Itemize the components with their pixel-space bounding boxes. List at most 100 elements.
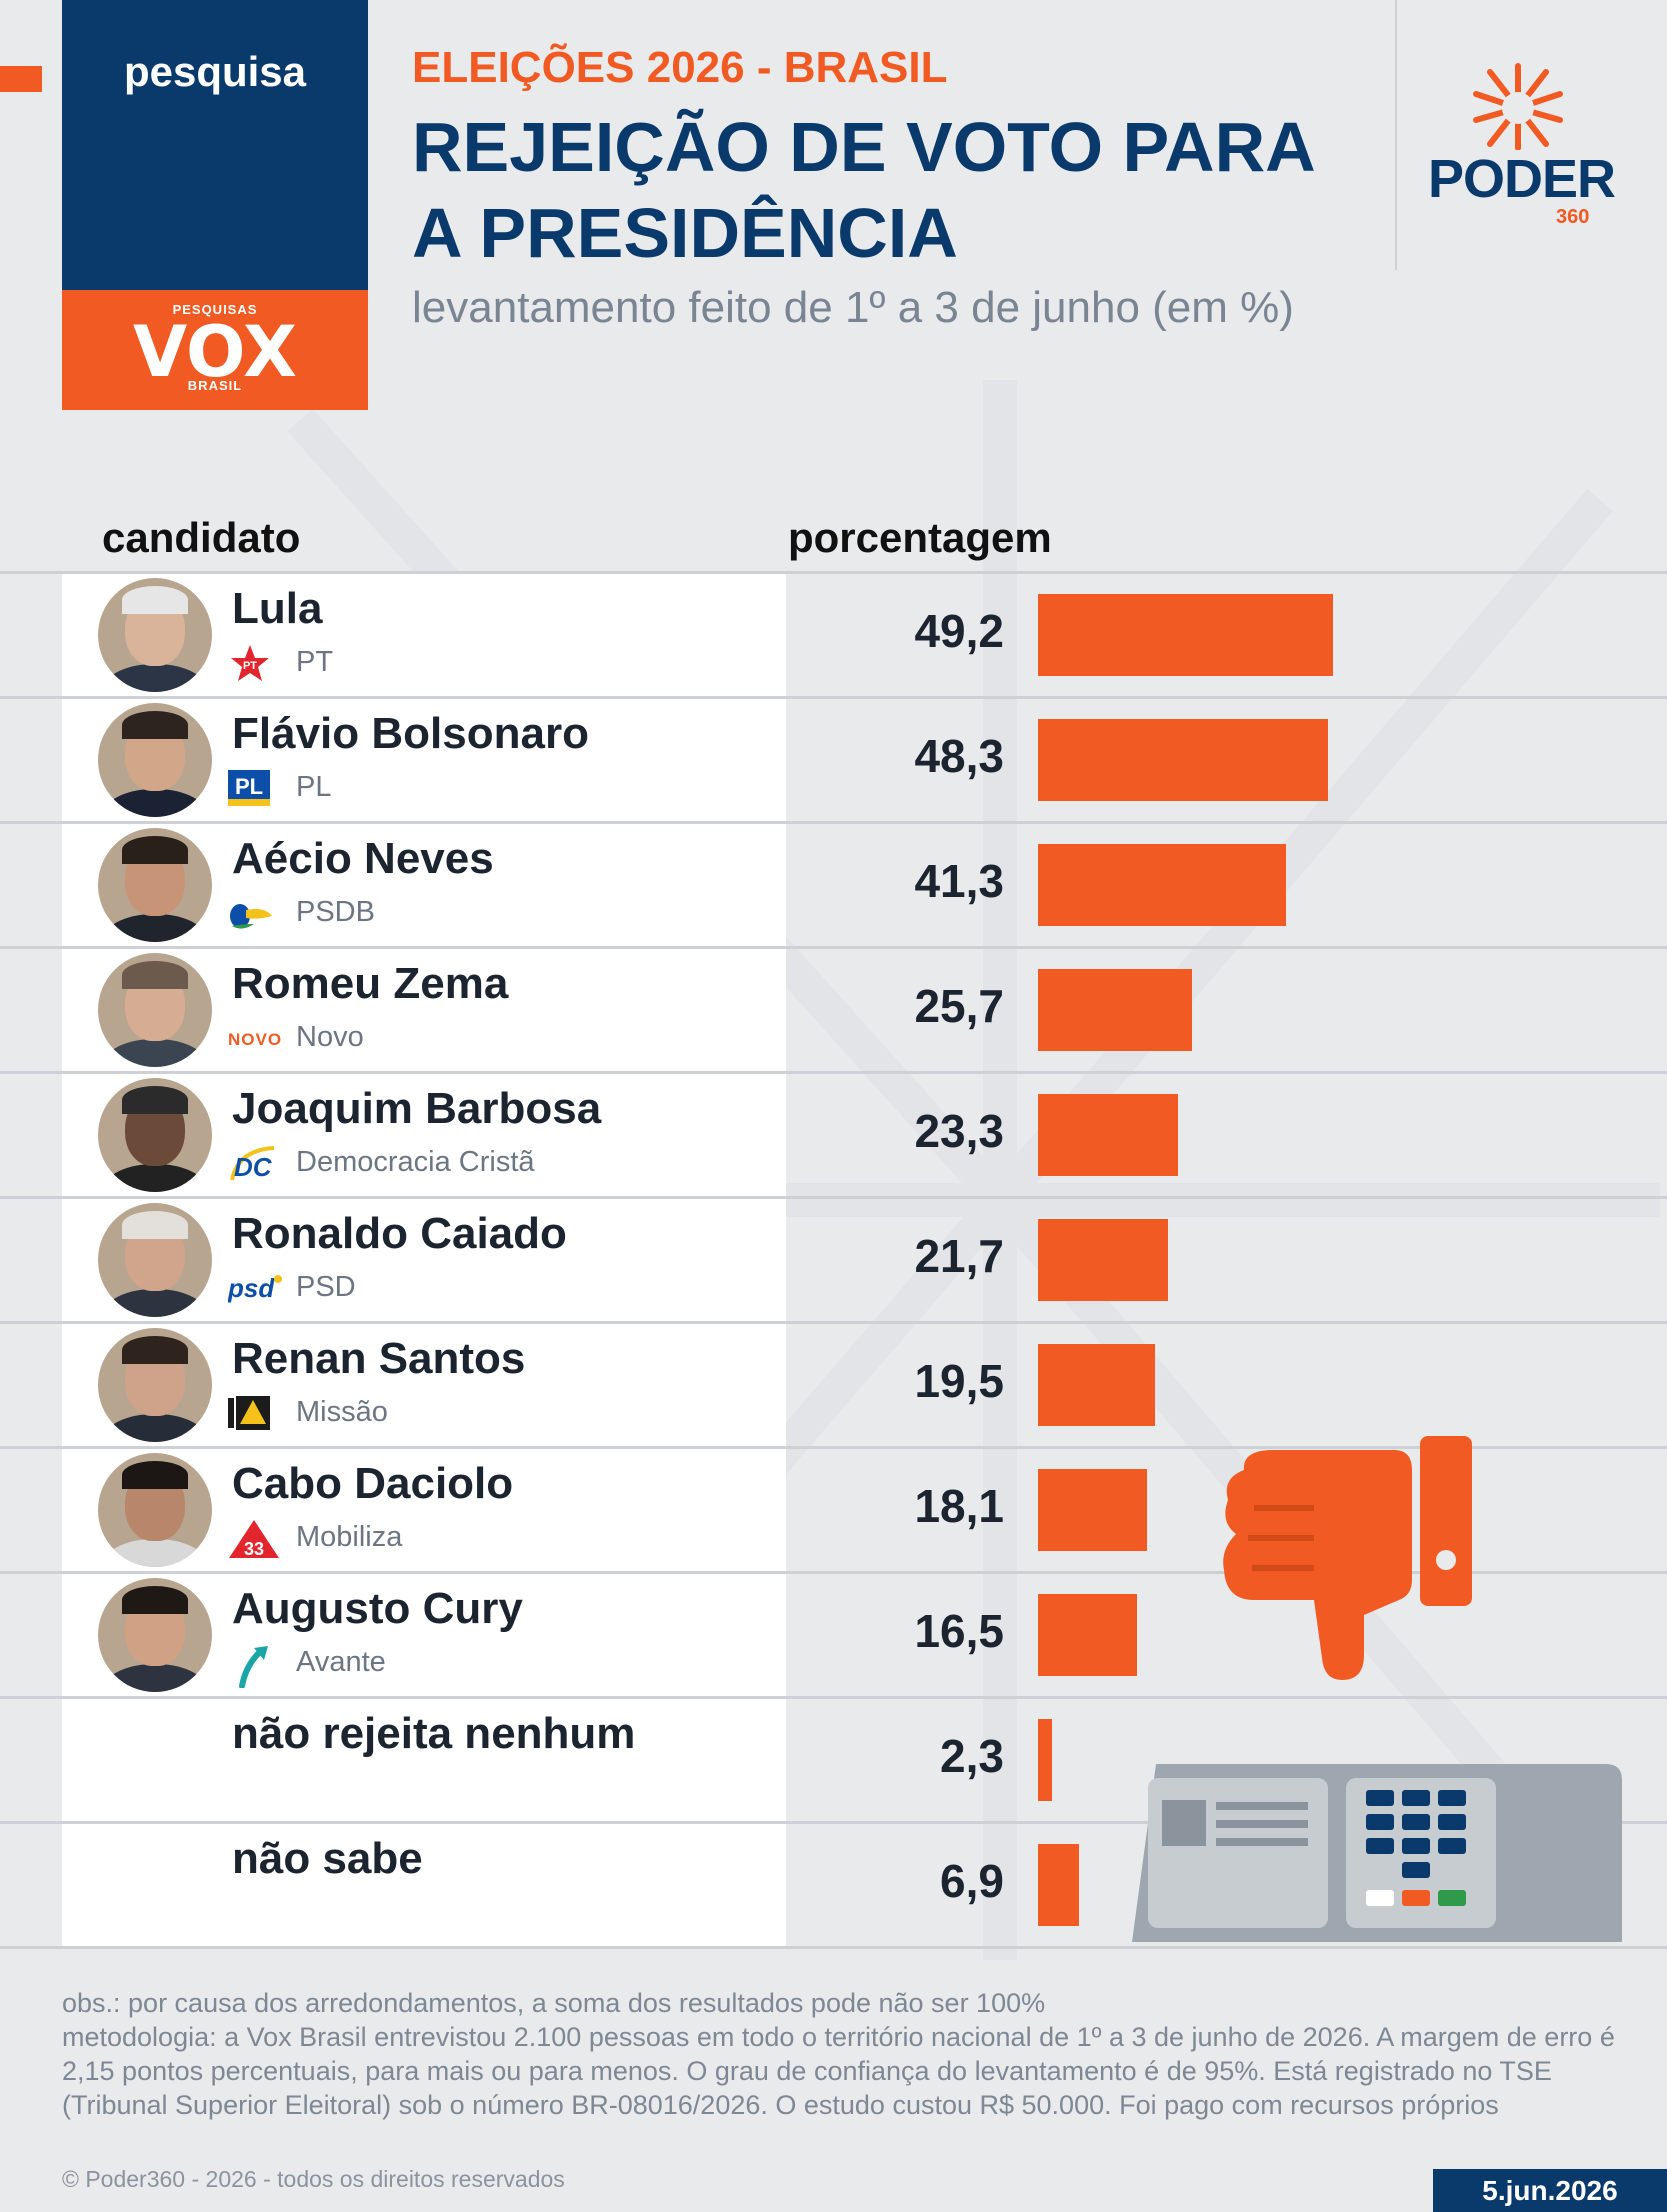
candidate-name: Lula — [232, 584, 323, 633]
candidate-photo — [98, 1578, 212, 1692]
row-divider — [0, 571, 1667, 574]
chart-header: ELEIÇÕES 2026 - BRASIL REJEIÇÃO DE VOTO … — [412, 40, 1372, 336]
row-divider — [0, 1571, 1667, 1574]
candidate-photo — [98, 703, 212, 817]
chart-subtitle: levantamento feito de 1º a 3 de junho (e… — [412, 283, 1294, 332]
party-name: Democracia Cristã — [296, 1146, 535, 1178]
candidate-photo — [98, 578, 212, 692]
candidate-row: não sabe — [62, 1824, 786, 1946]
candidate-name: não rejeita nenhum — [232, 1709, 636, 1758]
novo-logo-icon: NOVO — [228, 1019, 281, 1057]
candidate-row: Augusto Cury Avante — [62, 1574, 786, 1696]
bar — [1038, 844, 1286, 926]
pt-star-icon: PT — [228, 644, 272, 682]
methodology-notes: obs.: por causa dos arredondamentos, a s… — [62, 1986, 1622, 2122]
bar — [1038, 719, 1328, 801]
badge-label: pesquisa — [62, 0, 368, 290]
candidate-name: Romeu Zema — [232, 959, 509, 1008]
bar — [1038, 1719, 1052, 1801]
vox-brasil-logo: PESQUISAS VOX BRASIL — [62, 290, 368, 410]
column-header-percent: porcentagem — [788, 514, 1052, 561]
candidate-row: não rejeita nenhum — [62, 1699, 786, 1821]
accent-bar — [0, 66, 42, 92]
candidate-name: Joaquim Barbosa — [232, 1084, 602, 1133]
candidate-row: Aécio Neves PSDB — [62, 824, 786, 946]
candidate-photo — [98, 828, 212, 942]
svg-text:33: 33 — [244, 1539, 264, 1559]
chart-kicker: ELEIÇÕES 2026 - BRASIL — [412, 43, 948, 92]
row-divider — [0, 1071, 1667, 1074]
party-name: Avante — [296, 1646, 386, 1678]
candidate-photo — [98, 1328, 212, 1442]
candidate-name: Augusto Cury — [232, 1584, 523, 1633]
data-label: 25,7 — [914, 980, 1004, 1032]
row-divider — [0, 1196, 1667, 1199]
candidate-row: Cabo Daciolo 33 Mobiliza — [62, 1449, 786, 1571]
data-label: 49,2 — [914, 605, 1004, 657]
pl-logo-icon: PL — [228, 769, 272, 807]
party-name: PSD — [296, 1271, 356, 1303]
party-name: PT — [296, 646, 334, 678]
publication-date: 5.jun.2026 — [1433, 2169, 1667, 2212]
copyright: © Poder360 - 2026 - todos os direitos re… — [62, 2166, 565, 2192]
candidate-name: Cabo Daciolo — [232, 1459, 514, 1508]
vox-logo-bottom-text: BRASIL — [187, 378, 243, 393]
candidate-row: Flávio Bolsonaro PL PL — [62, 699, 786, 821]
poder360-logo: PODER 360 — [1428, 58, 1616, 238]
vox-logo-top-text: PESQUISAS — [172, 302, 258, 317]
bar — [1038, 1844, 1079, 1926]
bar — [1038, 594, 1333, 676]
notes-rounding: obs.: por causa dos arredondamentos, a s… — [62, 1988, 1046, 2018]
column-header-candidate: candidato — [102, 514, 301, 561]
party-name: Mobiliza — [296, 1521, 403, 1553]
data-label: 48,3 — [914, 730, 1004, 782]
sun-icon — [1473, 63, 1563, 150]
candidate-name: Ronaldo Caiado — [232, 1209, 567, 1258]
party-name: Missão — [296, 1396, 388, 1428]
candidate-photo — [98, 1203, 212, 1317]
bar — [1038, 1469, 1147, 1551]
poder-number: 360 — [1556, 206, 1590, 228]
notes-methodology: metodologia: a Vox Brasil entrevistou 2.… — [62, 2022, 1615, 2120]
candidate-name: Renan Santos — [232, 1334, 526, 1383]
svg-text:PT: PT — [243, 660, 257, 672]
svg-text:DC: DC — [234, 1152, 273, 1182]
row-divider — [0, 1446, 1667, 1449]
candidate-name: não sabe — [232, 1834, 423, 1883]
candidate-photo — [98, 1078, 212, 1192]
bar — [1038, 1344, 1155, 1426]
data-label: 2,3 — [940, 1730, 1004, 1782]
bar — [1038, 969, 1192, 1051]
candidate-row: Renan Santos Missão — [62, 1324, 786, 1446]
poder-wordmark: PODER — [1428, 149, 1616, 209]
psdb-toucan-icon — [228, 894, 272, 932]
row-divider — [0, 1821, 1667, 1824]
vox-logo-main-text: VOX — [133, 311, 297, 393]
candidate-name: Flávio Bolsonaro — [232, 709, 589, 758]
chart-title-line-2: A PRESIDÊNCIA — [412, 194, 958, 272]
candidate-photo — [98, 1453, 212, 1567]
ballot-box-icon — [1132, 1764, 1622, 1942]
row-divider — [0, 1321, 1667, 1324]
row-divider — [0, 946, 1667, 949]
data-label: 23,3 — [914, 1105, 1004, 1157]
data-label: 16,5 — [914, 1605, 1004, 1657]
missao-logo-icon — [228, 1394, 272, 1432]
row-divider — [0, 1946, 1667, 1949]
bar — [1038, 1594, 1137, 1676]
bar — [1038, 1094, 1178, 1176]
data-label: 21,7 — [914, 1230, 1004, 1282]
data-label: 41,3 — [914, 855, 1004, 907]
mobiliza-33-icon: 33 — [228, 1519, 279, 1559]
psd-logo-icon: psd — [227, 1269, 282, 1307]
data-label: 18,1 — [914, 1480, 1004, 1532]
candidate-row: Ronaldo Caiado psd PSD — [62, 1199, 786, 1321]
party-name: PL — [296, 771, 332, 803]
survey-badge: pesquisa PESQUISAS VOX BRASIL — [62, 0, 368, 410]
bar — [1038, 1219, 1168, 1301]
party-name: Novo — [296, 1021, 364, 1053]
candidate-row: Joaquim Barbosa DC Democracia Cristã — [62, 1074, 786, 1196]
data-label: 19,5 — [914, 1355, 1004, 1407]
thumbs-down-icon — [1223, 1436, 1472, 1680]
svg-text:psd: psd — [228, 1273, 275, 1303]
